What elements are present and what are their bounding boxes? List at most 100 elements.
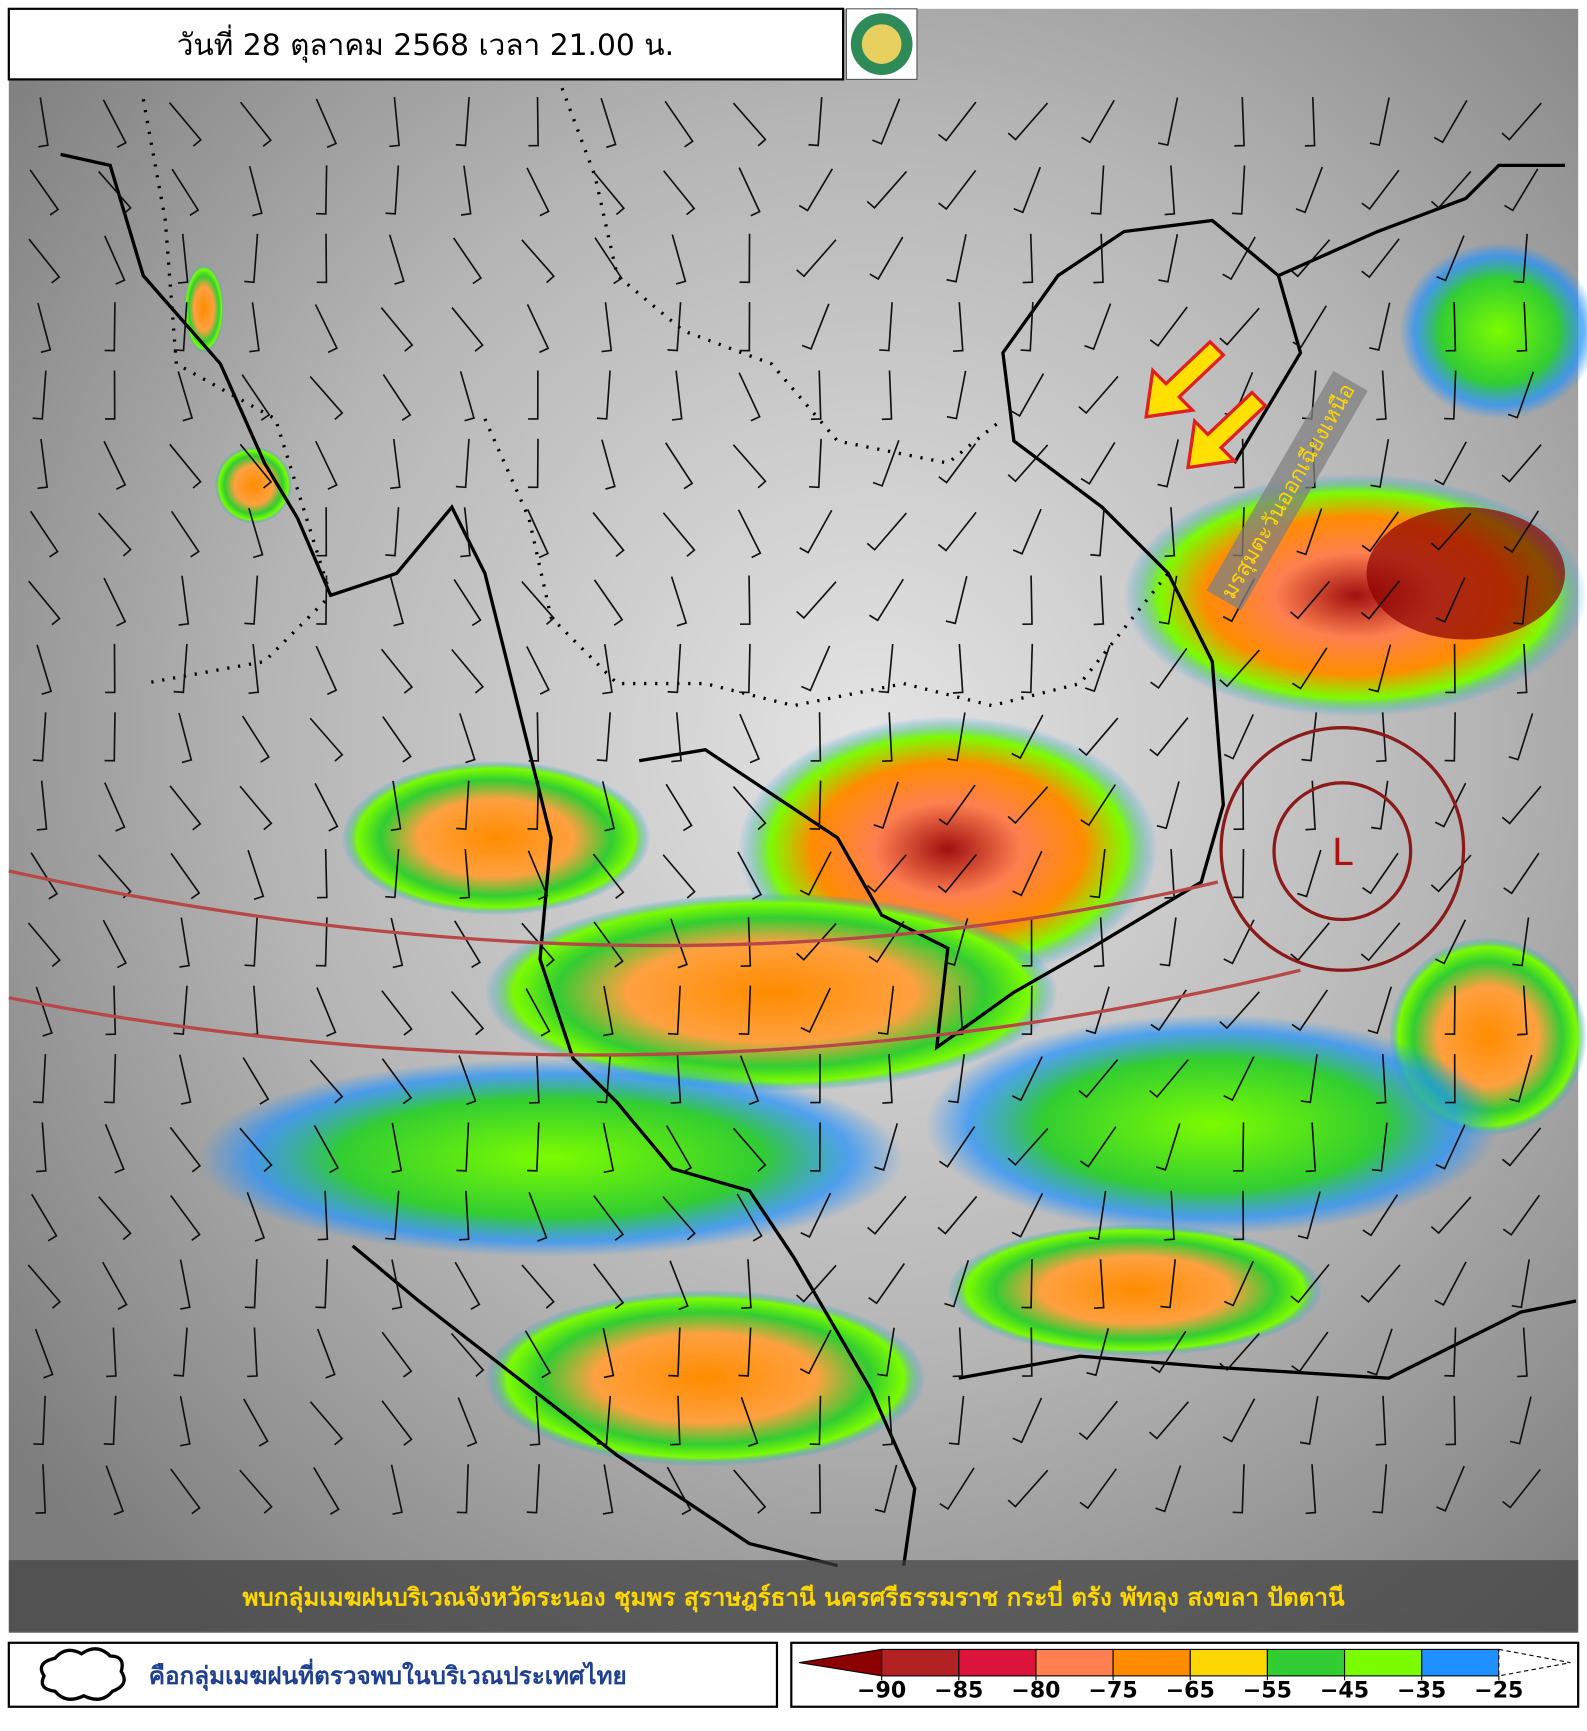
wind-barb <box>1368 644 1392 693</box>
wind-barb <box>740 1396 759 1447</box>
wind-barb <box>1369 302 1391 351</box>
wind-barb <box>1085 986 1110 1035</box>
colorbar-segment <box>1189 1648 1268 1677</box>
wind-barb <box>1020 302 1034 352</box>
wind-barb <box>737 509 762 559</box>
wind-barb <box>177 233 189 284</box>
wind-barb <box>602 644 613 695</box>
wind-barb <box>102 99 127 149</box>
wind-barb <box>36 644 53 695</box>
wind-barb <box>102 919 127 969</box>
wind-barb <box>456 1464 469 1514</box>
wind-barb <box>1290 1264 1330 1304</box>
wind-barb <box>456 780 470 830</box>
wind-barb <box>1360 1264 1401 1303</box>
wind-barb <box>596 1395 612 1446</box>
wind-barb <box>32 1054 47 1104</box>
wind-barb <box>944 917 969 966</box>
wind-barb <box>316 1328 336 1379</box>
wind-barb <box>1078 717 1119 757</box>
wind-barb <box>1089 849 1106 899</box>
wind-barb <box>810 1054 821 1104</box>
wind-barb <box>98 170 132 215</box>
wind-barb <box>1010 373 1045 417</box>
wind-barb <box>946 370 967 420</box>
wind-barb <box>239 1127 273 1173</box>
colorbar-segment <box>1498 1648 1571 1677</box>
wind-barb <box>246 1191 266 1242</box>
wind-barb <box>313 1467 340 1515</box>
wind-barb <box>739 643 751 694</box>
wind-barb <box>1503 852 1540 895</box>
wind-barb <box>1007 1469 1049 1508</box>
wind-barb <box>1011 1192 1044 1238</box>
wind-barb <box>315 645 338 695</box>
wind-barb <box>872 440 900 487</box>
wind-barb <box>1021 643 1034 694</box>
wind-barb <box>316 575 328 625</box>
wind-barb <box>1435 577 1466 624</box>
wind-barb <box>798 168 834 212</box>
wind-barb <box>874 1464 898 1513</box>
wind-barb <box>1093 233 1104 284</box>
wind-barb <box>315 440 338 490</box>
wind-barb <box>1088 1190 1107 1240</box>
wind-barb <box>314 782 339 832</box>
wind-barb <box>1513 575 1529 625</box>
wind-barb <box>309 1401 344 1446</box>
wind-barb <box>247 1327 258 1378</box>
wind-barb <box>877 1327 895 1377</box>
wind-barb <box>879 302 893 352</box>
wind-barb <box>808 97 823 147</box>
wind-barb <box>732 1127 767 1172</box>
colorbar-segment <box>881 1648 960 1677</box>
wind-barb <box>602 1122 615 1174</box>
wind-barb <box>662 854 696 899</box>
borders <box>141 87 1170 708</box>
wind-barb <box>601 781 616 832</box>
wind-barb <box>453 920 482 969</box>
coastlines <box>60 152 1577 1568</box>
colorbar: −90 −85 −80 −75 −65 −55 −45 −35 −25 <box>798 1648 1571 1703</box>
wind-barb <box>527 850 549 901</box>
wind-barb <box>733 1469 767 1514</box>
wind-barb <box>1160 1259 1177 1309</box>
wind-barb <box>390 438 401 490</box>
wind-barb <box>248 165 263 217</box>
wind-barb <box>528 370 539 420</box>
wind-barb <box>105 643 116 694</box>
wind-barb <box>390 780 402 832</box>
wind-barb <box>1361 238 1400 279</box>
wind-barb <box>1445 1395 1457 1446</box>
wind-barb <box>34 1328 54 1379</box>
wind-barb <box>105 1465 125 1516</box>
wind-barb <box>1299 1396 1319 1445</box>
wind-barb <box>1445 1054 1456 1104</box>
wind-barb <box>866 854 907 893</box>
wind-barb <box>1291 989 1329 1032</box>
wind-barb <box>732 102 767 147</box>
wind-barb <box>105 370 116 420</box>
wind-barb <box>1233 1122 1245 1172</box>
wind-barb <box>738 167 761 217</box>
wind-barb <box>952 643 964 694</box>
wind-barb <box>1233 438 1245 489</box>
wind-barb <box>1078 1059 1119 1099</box>
cloud-areas <box>184 242 1587 1467</box>
wind-barb <box>527 1122 540 1172</box>
wind-barb <box>594 237 623 285</box>
wind-barb <box>1434 441 1467 486</box>
wind-barb <box>521 581 555 626</box>
wind-barb <box>1084 644 1111 693</box>
wind-barb <box>670 918 688 969</box>
wind-barb <box>1430 512 1472 551</box>
wind-barb <box>1512 917 1530 967</box>
colorbar-segment <box>1266 1648 1346 1677</box>
wind-barb <box>455 438 470 489</box>
wind-barb <box>385 165 400 215</box>
wind-barb <box>33 1395 46 1446</box>
wind-barb <box>596 1054 612 1104</box>
wind-barb <box>874 1123 899 1171</box>
wind-barb <box>945 576 968 625</box>
wind-barb <box>382 716 412 763</box>
